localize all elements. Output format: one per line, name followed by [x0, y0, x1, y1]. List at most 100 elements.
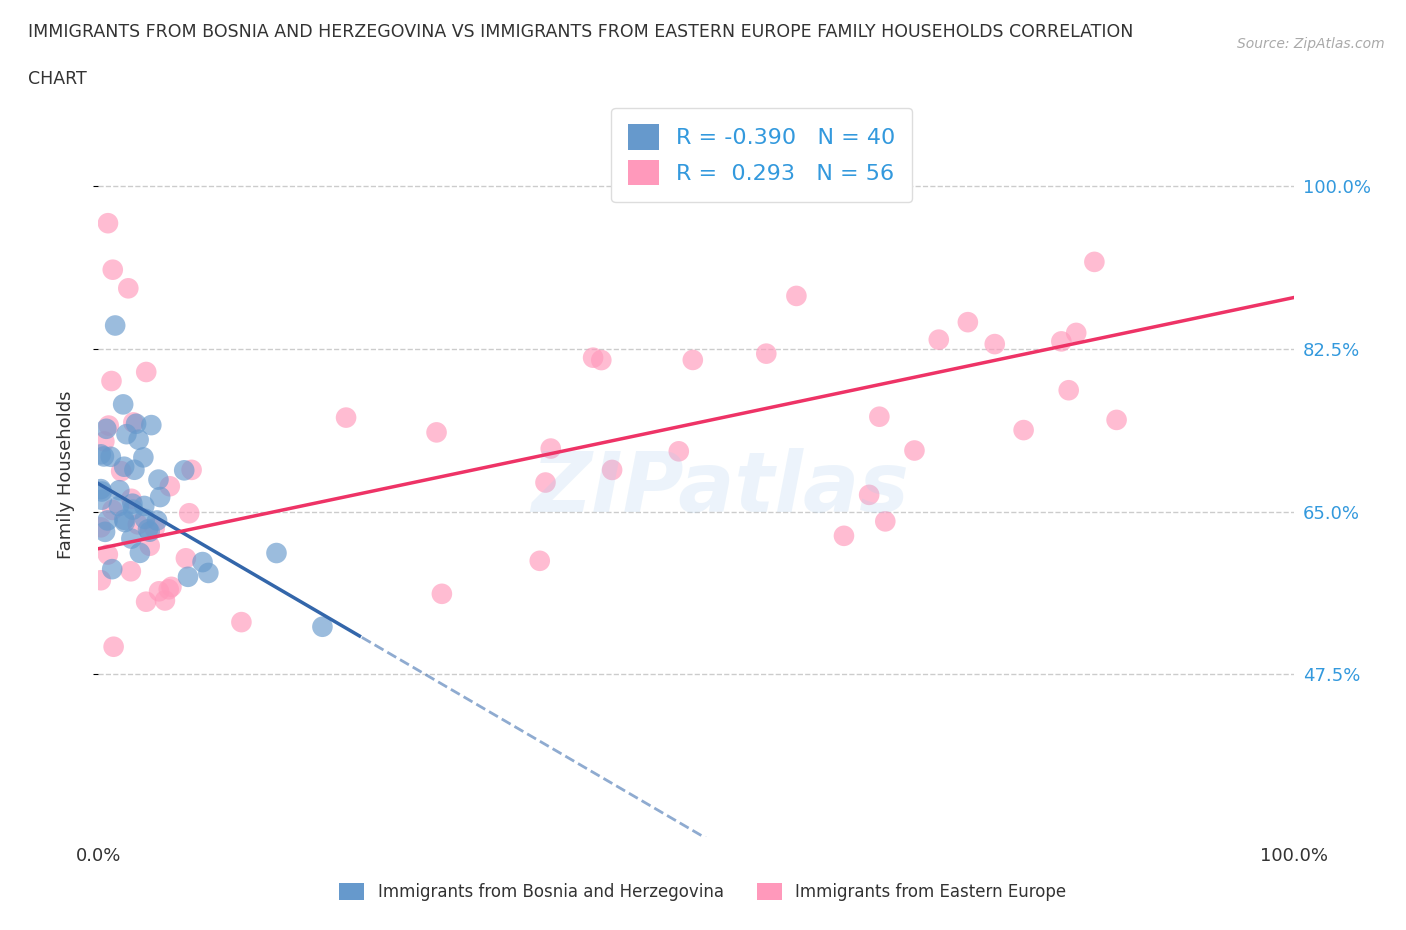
Point — [112, 512, 135, 527]
Point — [90, 573, 112, 588]
Point — [197, 565, 219, 580]
Point — [96, 421, 118, 436]
Point — [868, 409, 890, 424]
Point — [100, 374, 122, 389]
Text: IMMIGRANTS FROM BOSNIA AND HERZEGOVINA VS IMMIGRANTS FROM EASTERN EUROPE FAMILY : IMMIGRANTS FROM BOSNIA AND HERZEGOVINA V… — [28, 23, 1133, 41]
Text: ZIPatlas: ZIPatlas — [531, 448, 908, 529]
Point — [104, 318, 127, 333]
Point — [153, 593, 176, 608]
Point — [101, 562, 124, 577]
Point — [540, 441, 562, 456]
Point — [97, 216, 120, 231]
Point — [101, 502, 124, 517]
Point — [120, 531, 142, 546]
Point — [984, 337, 1007, 352]
Legend: R = -0.390   N = 40, R =  0.293   N = 56: R = -0.390 N = 40, R = 0.293 N = 56 — [612, 108, 912, 202]
Point — [128, 432, 150, 447]
Point — [121, 497, 143, 512]
Point — [108, 483, 131, 498]
Point — [755, 346, 778, 361]
Point — [180, 462, 202, 477]
Point — [231, 615, 253, 630]
Point — [112, 397, 135, 412]
Point — [191, 554, 214, 569]
Point — [134, 498, 156, 513]
Point — [120, 564, 142, 578]
Point — [160, 579, 183, 594]
Point — [832, 528, 855, 543]
Point — [148, 472, 170, 487]
Text: CHART: CHART — [28, 70, 87, 87]
Point — [148, 584, 170, 599]
Point — [1105, 413, 1128, 428]
Point — [127, 517, 149, 532]
Point — [928, 332, 950, 347]
Point — [903, 443, 925, 458]
Point — [100, 449, 122, 464]
Point — [90, 492, 112, 507]
Point — [101, 262, 124, 277]
Point — [138, 525, 160, 539]
Point — [136, 522, 159, 537]
Point — [1064, 326, 1087, 340]
Point — [534, 475, 557, 490]
Point — [114, 514, 136, 529]
Point — [157, 582, 180, 597]
Point — [135, 594, 157, 609]
Point — [179, 506, 201, 521]
Point — [120, 491, 142, 506]
Point — [135, 365, 157, 379]
Point — [600, 462, 623, 477]
Point — [90, 447, 112, 462]
Point — [103, 639, 125, 654]
Legend: Immigrants from Bosnia and Herzegovina, Immigrants from Eastern Europe: Immigrants from Bosnia and Herzegovina, … — [333, 876, 1073, 908]
Point — [430, 587, 453, 602]
Point — [1057, 383, 1080, 398]
Point — [174, 551, 197, 565]
Point — [1012, 422, 1035, 437]
Point — [132, 450, 155, 465]
Point — [128, 545, 150, 560]
Point — [93, 449, 115, 464]
Point — [143, 521, 166, 536]
Point — [141, 418, 163, 432]
Point — [668, 444, 690, 458]
Point — [97, 418, 120, 433]
Point — [335, 410, 357, 425]
Point — [875, 514, 897, 529]
Point — [785, 288, 807, 303]
Point — [93, 434, 115, 449]
Point — [146, 513, 169, 528]
Point — [134, 512, 156, 526]
Text: Source: ZipAtlas.com: Source: ZipAtlas.com — [1237, 37, 1385, 51]
Point — [112, 459, 135, 474]
Point — [266, 546, 288, 561]
Point — [858, 487, 880, 502]
Point — [125, 417, 148, 432]
Point — [96, 513, 118, 528]
Point — [115, 427, 138, 442]
Point — [90, 482, 112, 497]
Point — [529, 553, 551, 568]
Point — [591, 352, 613, 367]
Point — [425, 425, 447, 440]
Point — [94, 525, 117, 539]
Point — [138, 538, 160, 553]
Point — [117, 281, 139, 296]
Point — [956, 314, 979, 329]
Point — [124, 462, 146, 477]
Y-axis label: Family Households: Family Households — [56, 390, 75, 559]
Point — [1083, 255, 1105, 270]
Point — [682, 352, 704, 367]
Point — [173, 463, 195, 478]
Point — [108, 498, 131, 513]
Point — [110, 464, 132, 479]
Point — [1050, 334, 1073, 349]
Point — [122, 415, 145, 430]
Point — [97, 547, 120, 562]
Point — [159, 479, 181, 494]
Point — [122, 502, 145, 517]
Point — [177, 569, 200, 584]
Point — [149, 489, 172, 504]
Point — [90, 520, 112, 535]
